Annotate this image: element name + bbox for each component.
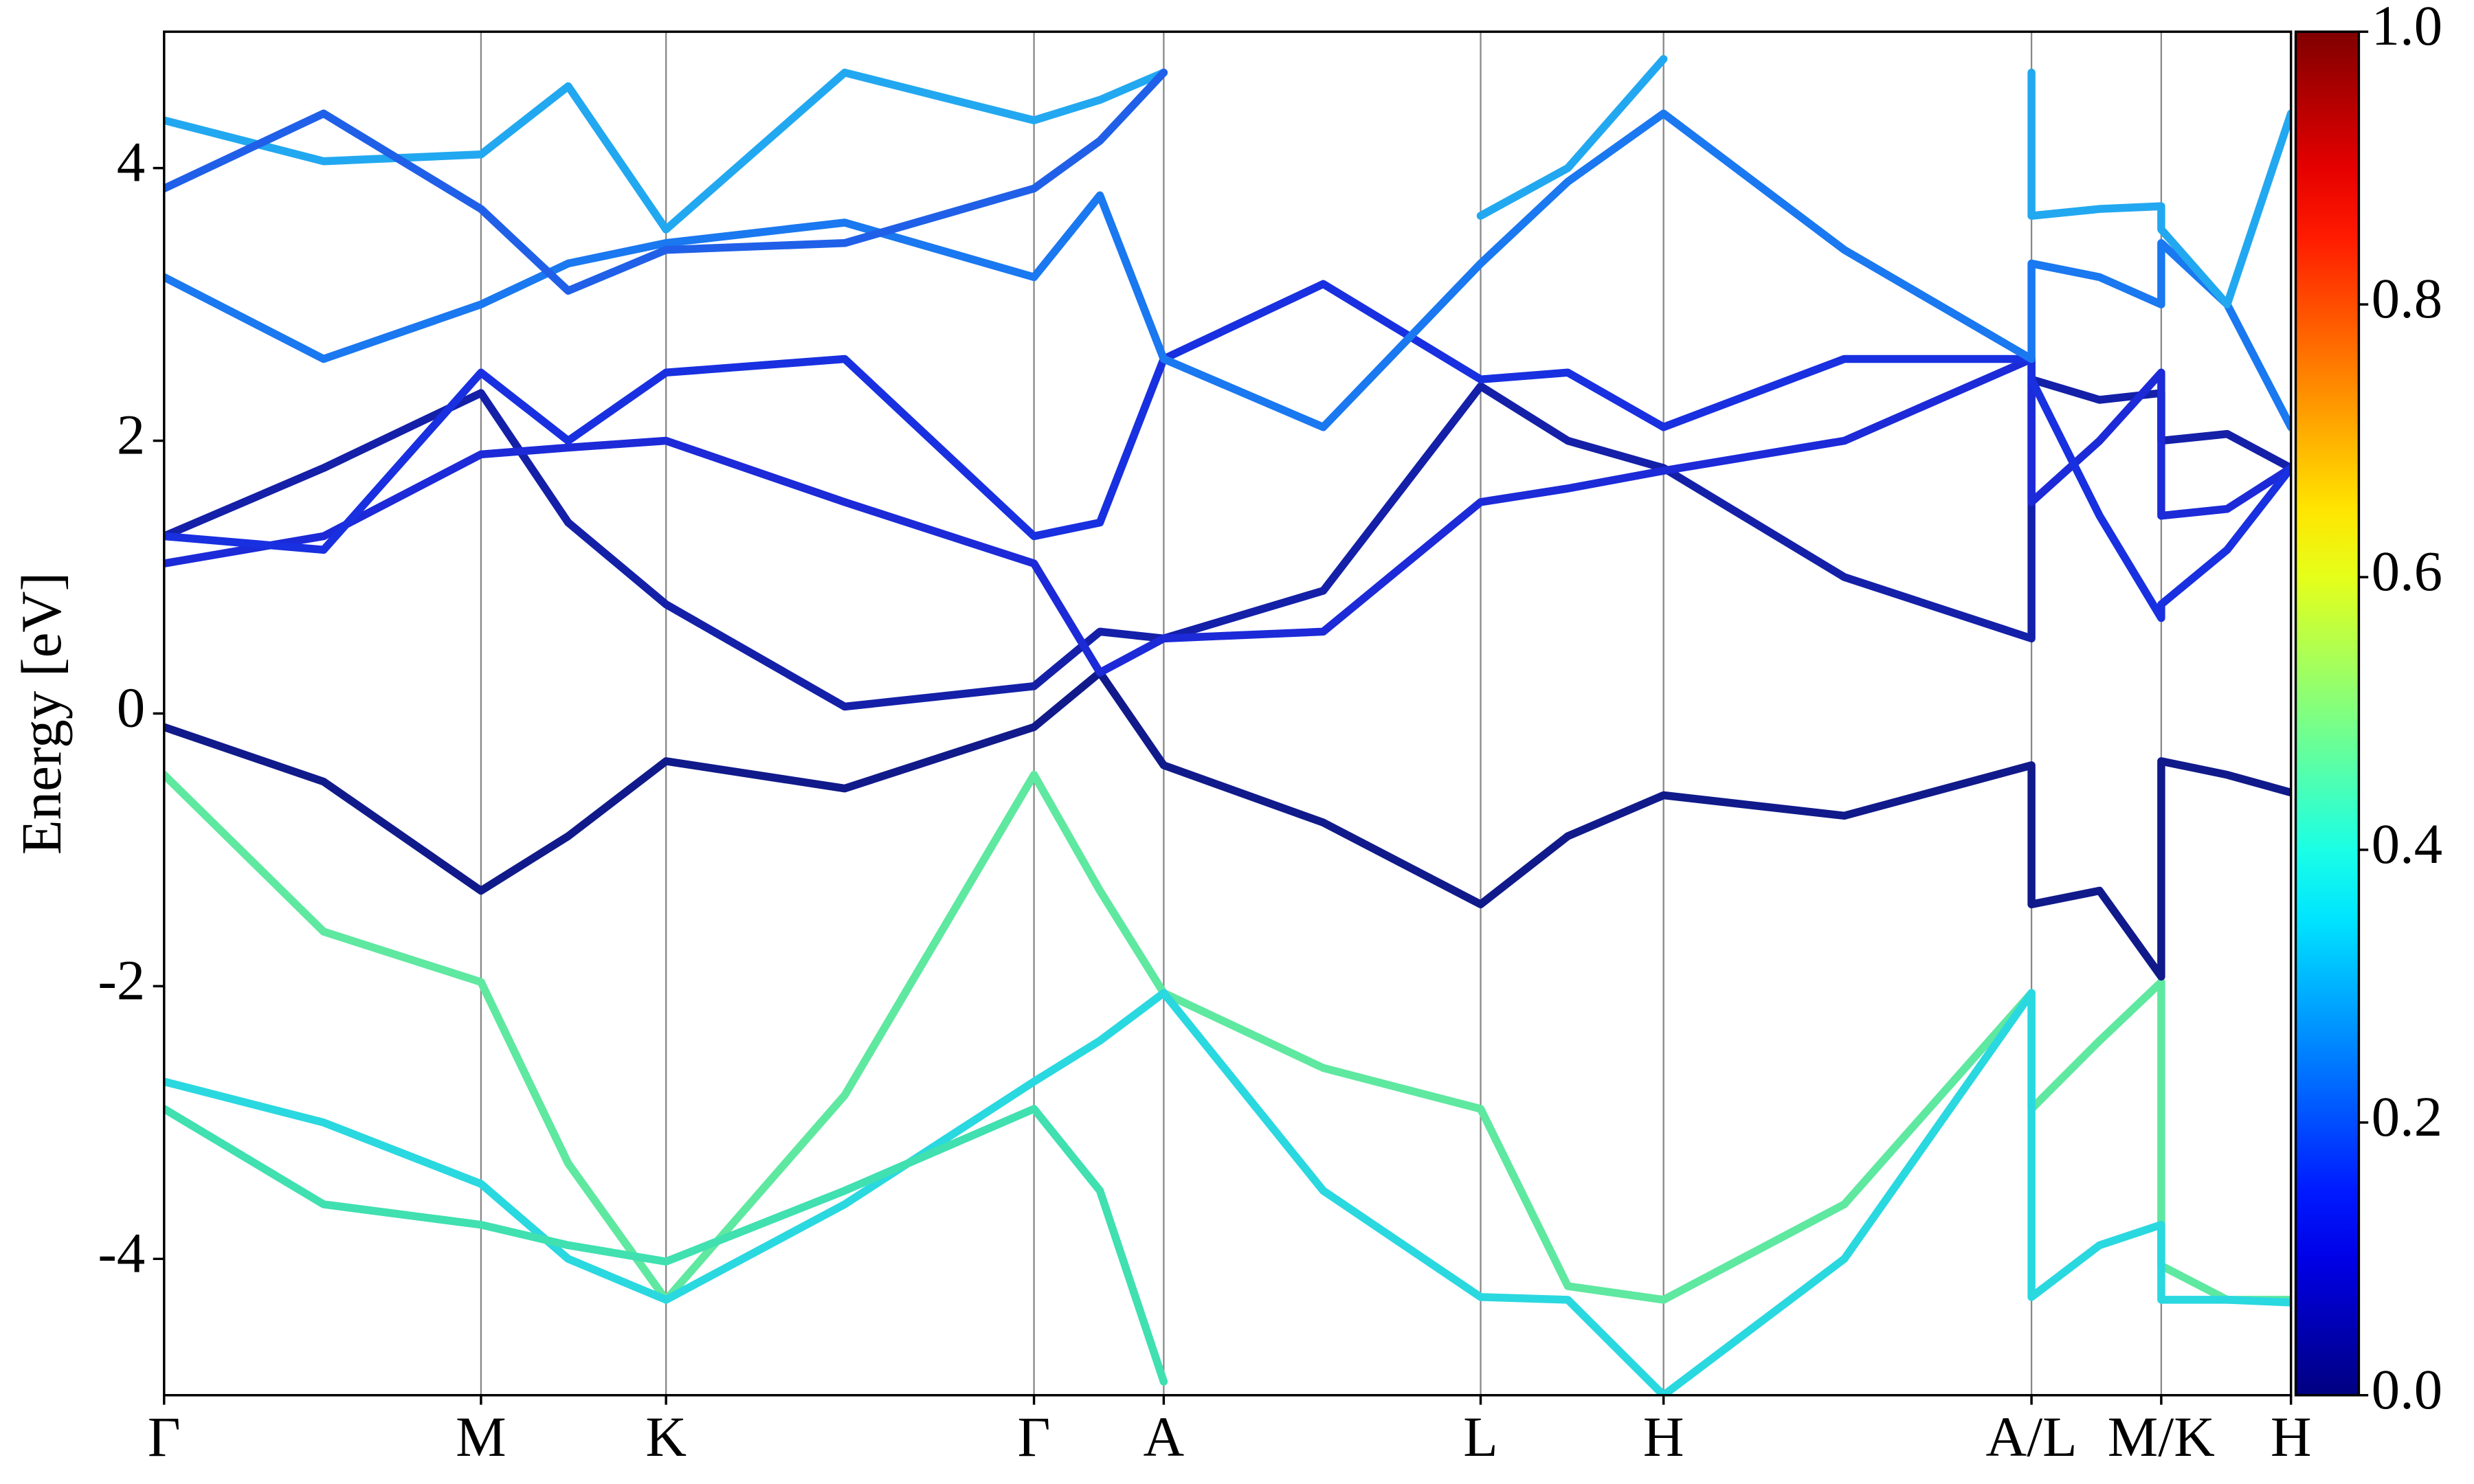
colorbar-tick-label: 0.2 — [2372, 1085, 2442, 1148]
colorbar-tick-label: 1.0 — [2372, 0, 2442, 57]
x-tick-label: K — [645, 1405, 687, 1468]
x-tick-label: Γ — [148, 1405, 181, 1468]
x-tick-label: H — [1643, 1405, 1684, 1468]
x-tick-label: H — [2271, 1405, 2312, 1468]
band-line — [164, 280, 2291, 622]
colorbar-tick-label: 0.8 — [2372, 267, 2442, 330]
colorbar-tick-label: 0.0 — [2372, 1358, 2442, 1421]
band-line — [164, 68, 1168, 295]
x-tick-label: Γ — [1018, 1405, 1051, 1468]
y-axis-label: Energy [eV] — [10, 572, 73, 855]
bands — [164, 55, 2291, 1395]
band-line — [164, 375, 2291, 711]
x-tick-label: A — [1144, 1405, 1185, 1468]
band-line — [164, 668, 2291, 981]
colorbar — [2294, 30, 2361, 1397]
x-tick-label: L — [1463, 1405, 1497, 1468]
plot-frame — [163, 30, 2293, 1397]
colorbar-tick-label: 0.4 — [2372, 812, 2442, 875]
band-line — [164, 770, 2291, 1304]
x-tick-label: M/K — [2108, 1405, 2215, 1468]
y-tick-label: -4 — [98, 1221, 145, 1284]
band-line — [164, 989, 2291, 1395]
band-line — [164, 1105, 1168, 1386]
band-line — [164, 355, 2291, 677]
band-line — [164, 109, 2291, 431]
x-tick-label: M — [456, 1405, 506, 1468]
y-tick-label: 2 — [117, 403, 145, 466]
colorbar-tick-label: 0.6 — [2372, 539, 2442, 603]
x-tick-label: A/L — [1986, 1405, 2077, 1468]
band-line — [164, 55, 2291, 308]
y-tick-label: 0 — [117, 675, 145, 739]
y-tick-label: -2 — [98, 948, 145, 1011]
y-tick-label: 4 — [117, 130, 145, 193]
